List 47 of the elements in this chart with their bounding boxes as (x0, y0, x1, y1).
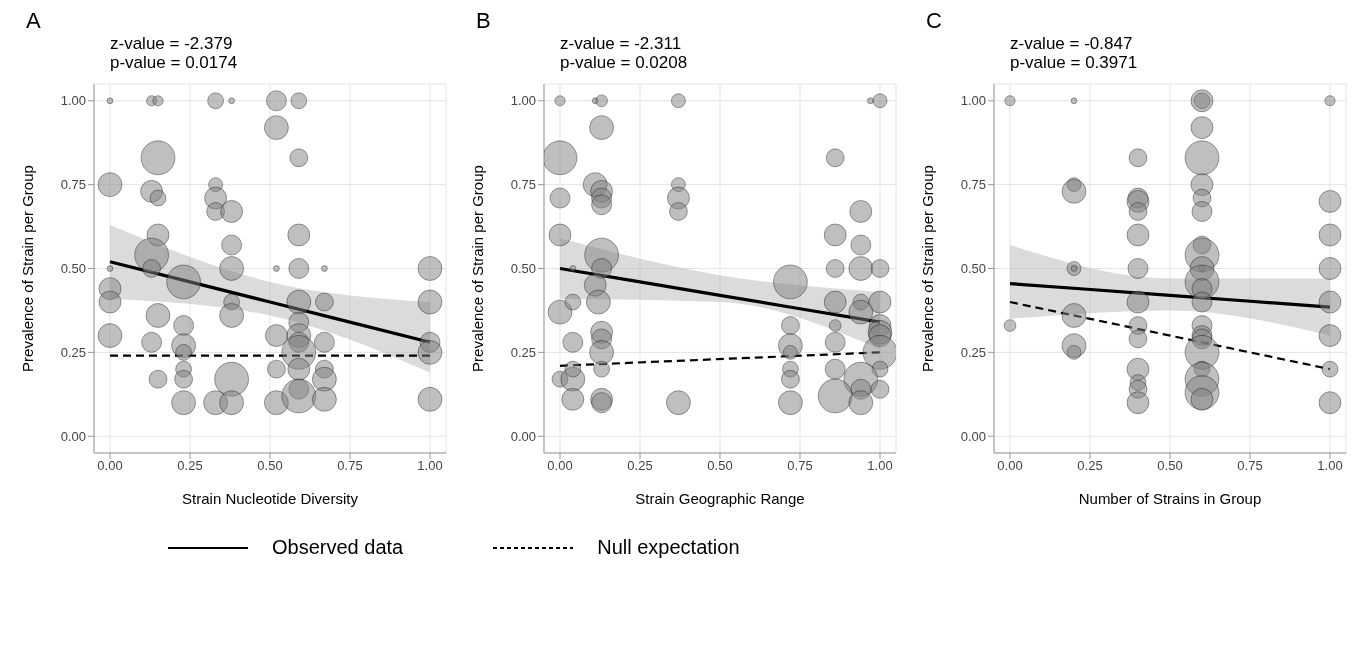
chart-title: B (476, 8, 492, 34)
y-tick-label: 0.50 (60, 261, 86, 277)
x-tick-label: 0.75 (337, 458, 363, 474)
y-tick-label: 0.00 (60, 428, 86, 444)
y-axis-title: Prevalence of Strain per Group (19, 165, 37, 372)
x-tick-label: 0.00 (97, 458, 123, 474)
x-axis-title: Number of Strains in Group (1078, 490, 1262, 507)
y-tick-label: 0.25 (60, 344, 86, 360)
x-tick-label: 1.00 (1317, 458, 1343, 474)
x-tick-label: 0.50 (707, 458, 733, 474)
x-tick-label: 0.50 (257, 458, 283, 474)
x-tick-label: 0.25 (177, 458, 203, 474)
x-tick-label: 0.00 (547, 458, 573, 474)
y-tick-label: 0.00 (960, 428, 986, 444)
chart-title: A (26, 8, 42, 34)
text: z-value = -0.847 (1010, 34, 1134, 53)
x-tick-label: 0.25 (1077, 458, 1103, 474)
y-tick-label: 0.25 (510, 344, 536, 360)
legend-label: Observed data (272, 536, 404, 559)
text: z-value = -2.311 (560, 34, 683, 53)
x-tick-label: 0.75 (787, 458, 813, 474)
text: z-value = -2.379 (110, 34, 234, 53)
x-tick-label: 0.50 (1157, 458, 1183, 474)
x-axis-title: Strain Nucleotide Diversity (182, 490, 359, 507)
x-tick-label: 1.00 (867, 458, 893, 474)
y-tick-label: 0.50 (960, 261, 986, 277)
legend-label: Null expectation (597, 536, 740, 559)
text: p-value = 0.3971 (1010, 53, 1139, 72)
y-axis-title: Prevalence of Strain per Group (469, 165, 487, 372)
x-tick-label: 0.25 (627, 458, 653, 474)
y-axis-title: Prevalence of Strain per Group (919, 165, 937, 372)
y-tick-label: 1.00 (960, 93, 986, 109)
chart-title: C (926, 8, 943, 34)
y-tick-label: 0.50 (510, 261, 536, 277)
y-tick-label: 0.00 (510, 428, 536, 444)
y-tick-label: 1.00 (60, 93, 86, 109)
text: p-value = 0.0174 (110, 53, 239, 72)
y-tick-label: 0.75 (60, 177, 86, 193)
y-tick-label: 0.25 (960, 344, 986, 360)
y-tick-label: 0.75 (960, 177, 986, 193)
y-tick-label: 1.00 (510, 93, 536, 109)
x-axis-title: Strain Geographic Range (635, 490, 805, 507)
x-tick-label: 0.00 (997, 458, 1023, 474)
y-tick-label: 0.75 (510, 177, 536, 193)
x-tick-label: 1.00 (417, 458, 443, 474)
text: p-value = 0.0208 (560, 53, 689, 72)
x-tick-label: 0.75 (1237, 458, 1263, 474)
